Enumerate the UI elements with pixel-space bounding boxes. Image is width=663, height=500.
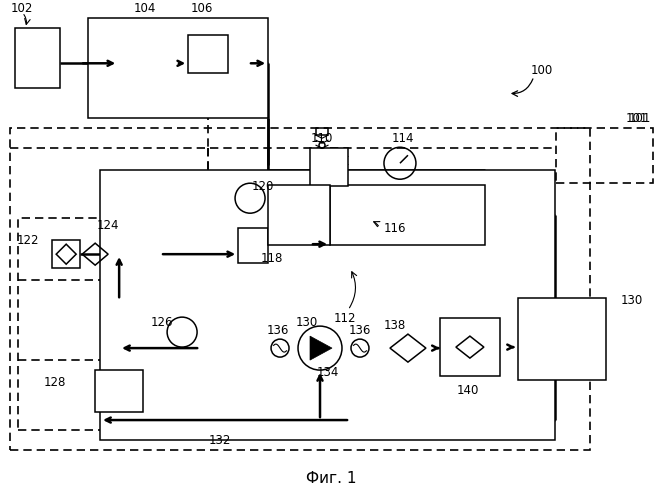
Text: 132: 132 [209,434,231,446]
Bar [268,185,330,245]
Text: 136: 136 [267,324,289,336]
Bar [188,36,228,74]
Polygon shape [310,336,332,360]
Bar [88,18,268,118]
Text: 106: 106 [191,2,213,15]
Text: 130: 130 [296,316,318,328]
Text: 118: 118 [261,252,283,264]
Bar [556,128,653,183]
Text: 138: 138 [384,318,406,332]
Text: 122: 122 [17,234,40,246]
Text: 128: 128 [44,376,66,388]
Text: 100: 100 [531,64,553,77]
Text: 120: 120 [252,180,274,192]
Text: 110: 110 [311,132,333,144]
Text: Фиг. 1: Фиг. 1 [306,470,356,486]
Text: 116: 116 [384,222,406,234]
Text: 126: 126 [151,316,173,328]
Bar [10,128,590,450]
Bar [95,370,143,412]
Bar [518,298,606,380]
Bar [330,185,485,245]
Text: 102: 102 [11,2,33,15]
Text: 134: 134 [317,366,339,378]
Text: 112: 112 [333,312,356,324]
Text: 104: 104 [134,2,156,15]
Bar [15,28,60,88]
Bar [52,240,80,268]
Text: 124: 124 [97,218,119,232]
Text: 101: 101 [629,112,651,125]
Bar [18,218,338,430]
Text: 114: 114 [392,132,414,144]
Text: 101: 101 [626,112,648,125]
Text: 130: 130 [621,294,643,306]
Bar [440,318,500,376]
Text: 140: 140 [457,384,479,396]
Bar [238,228,268,263]
Bar [100,170,555,440]
Bar [310,148,348,186]
Text: 136: 136 [349,324,371,336]
